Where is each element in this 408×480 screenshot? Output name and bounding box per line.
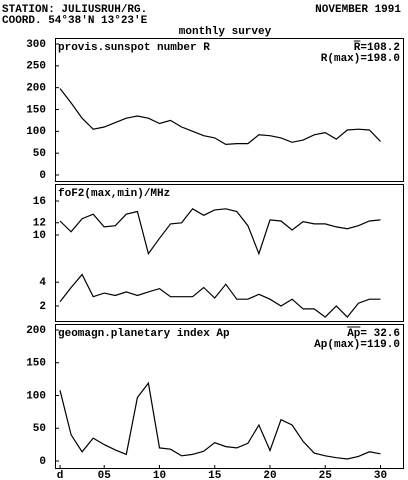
annotation: R(max)=198.0	[321, 53, 400, 65]
line	[59, 88, 381, 146]
x-tick-label: 30	[374, 470, 387, 480]
y-tick-label: 200	[26, 325, 46, 337]
subtitle: monthly survey	[179, 26, 272, 38]
x-tick-label: 20	[263, 470, 276, 480]
y-tick-label: 250	[26, 61, 46, 73]
y-tick-label: 10	[33, 230, 46, 242]
y-tick-label: 4	[39, 277, 46, 289]
panel-title: provis.sunspot number R	[58, 42, 210, 54]
coord: COORD. 54°38'N 13°23'E	[2, 15, 148, 27]
x-tick-label: 25	[319, 470, 333, 480]
y-tick-label: 2	[39, 301, 46, 313]
x-tick-label: d	[57, 470, 64, 480]
y-tick-label: 150	[26, 358, 46, 370]
y-tick-label: 16	[33, 196, 46, 208]
date: NOVEMBER 1991	[315, 4, 401, 16]
y-tick-label: 200	[26, 83, 46, 95]
x-tick-label: 15	[208, 470, 222, 480]
panel-title: foF2(max,min)/MHz	[58, 188, 170, 200]
x-tick-label: 10	[153, 470, 166, 480]
annotation: R=108.2	[354, 42, 400, 54]
y-tick-label: 12	[33, 218, 46, 230]
panel-frame	[55, 184, 404, 322]
y-tick-label: 0	[39, 456, 46, 468]
y-tick-label: 50	[33, 148, 46, 160]
line	[59, 273, 381, 319]
y-tick-label: 100	[26, 390, 46, 402]
y-tick-label: 50	[33, 423, 46, 435]
annotation: Ap= 32.6	[347, 328, 400, 340]
y-tick-label: 300	[26, 39, 46, 51]
x-tick-label: 05	[98, 470, 112, 480]
panel-title: geomagn.planetary index Ap	[58, 328, 230, 340]
annotation: Ap(max)=119.0	[314, 339, 400, 351]
y-tick-label: 100	[26, 126, 46, 138]
station: STATION: JULIUSRUH/RG.	[2, 4, 147, 16]
y-tick-label: 150	[26, 104, 46, 116]
y-tick-label: 0	[39, 170, 46, 182]
line	[59, 208, 381, 256]
line	[59, 381, 381, 460]
panel-frame	[55, 324, 404, 469]
